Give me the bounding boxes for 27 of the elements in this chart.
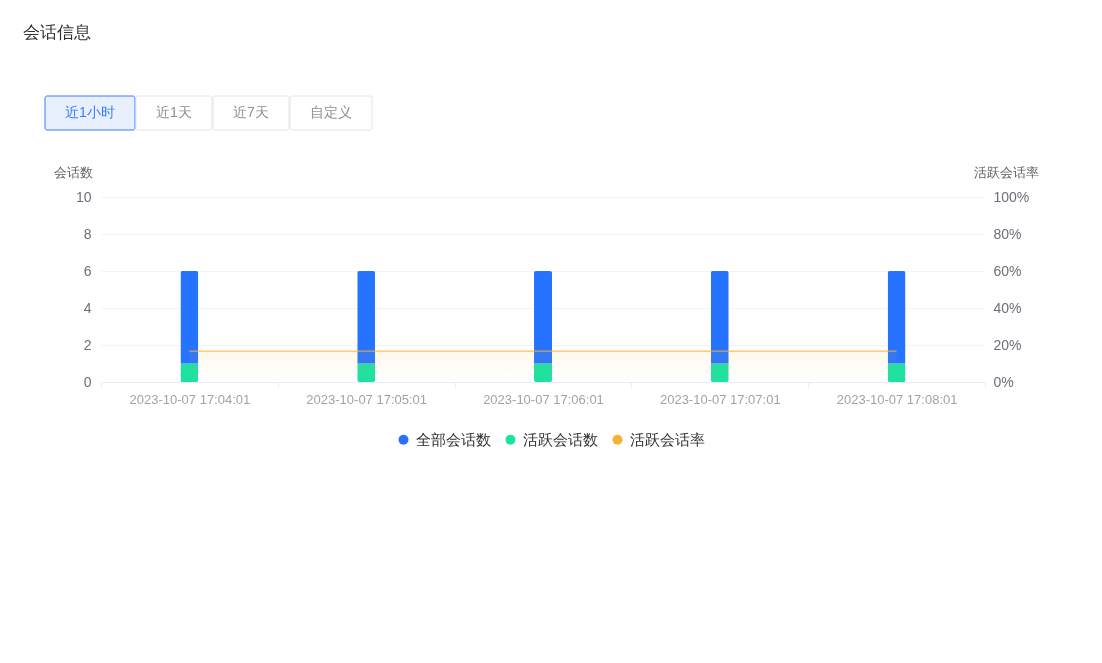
legend-label: 活跃会话数 [523, 430, 598, 448]
y-axis-title: 会话数 [53, 164, 93, 180]
y2-tick-label: 80% [993, 225, 1022, 242]
y2-tick-label: 100% [993, 188, 1030, 205]
y2-tick-label: 40% [993, 299, 1022, 316]
text: 近7天 [233, 104, 269, 120]
y2-tick-label: 0% [993, 373, 1014, 390]
legend-label: 全部会话数 [416, 430, 491, 448]
x-tick-label: 2023-10-07 17:04:01 [129, 391, 251, 407]
y-tick-label: 10 [75, 188, 92, 205]
y-tick-label: 4 [83, 299, 92, 316]
y-tick-label: 8 [83, 225, 92, 242]
text: 近1小时 [65, 104, 115, 120]
legend-label: 活跃会话率 [630, 430, 705, 448]
y2-tick-label: 20% [993, 336, 1022, 353]
x-tick-label: 2023-10-07 17:06:01 [483, 391, 604, 407]
x-tick-label: 2023-10-07 17:08:01 [836, 391, 958, 407]
y-tick-label: 0 [83, 373, 92, 390]
y-tick-label: 6 [83, 262, 92, 279]
y2-tick-label: 60% [993, 262, 1022, 279]
x-tick-label: 2023-10-07 17:05:01 [306, 391, 428, 407]
text: 自定义 [310, 104, 352, 120]
y-tick-label: 2 [83, 336, 92, 353]
chart-title: 会话信息 [23, 22, 91, 42]
text: 近1天 [156, 104, 192, 120]
y2-axis-title: 活跃会话率 [973, 164, 1039, 180]
x-tick-label: 2023-10-07 17:07:01 [659, 391, 781, 407]
